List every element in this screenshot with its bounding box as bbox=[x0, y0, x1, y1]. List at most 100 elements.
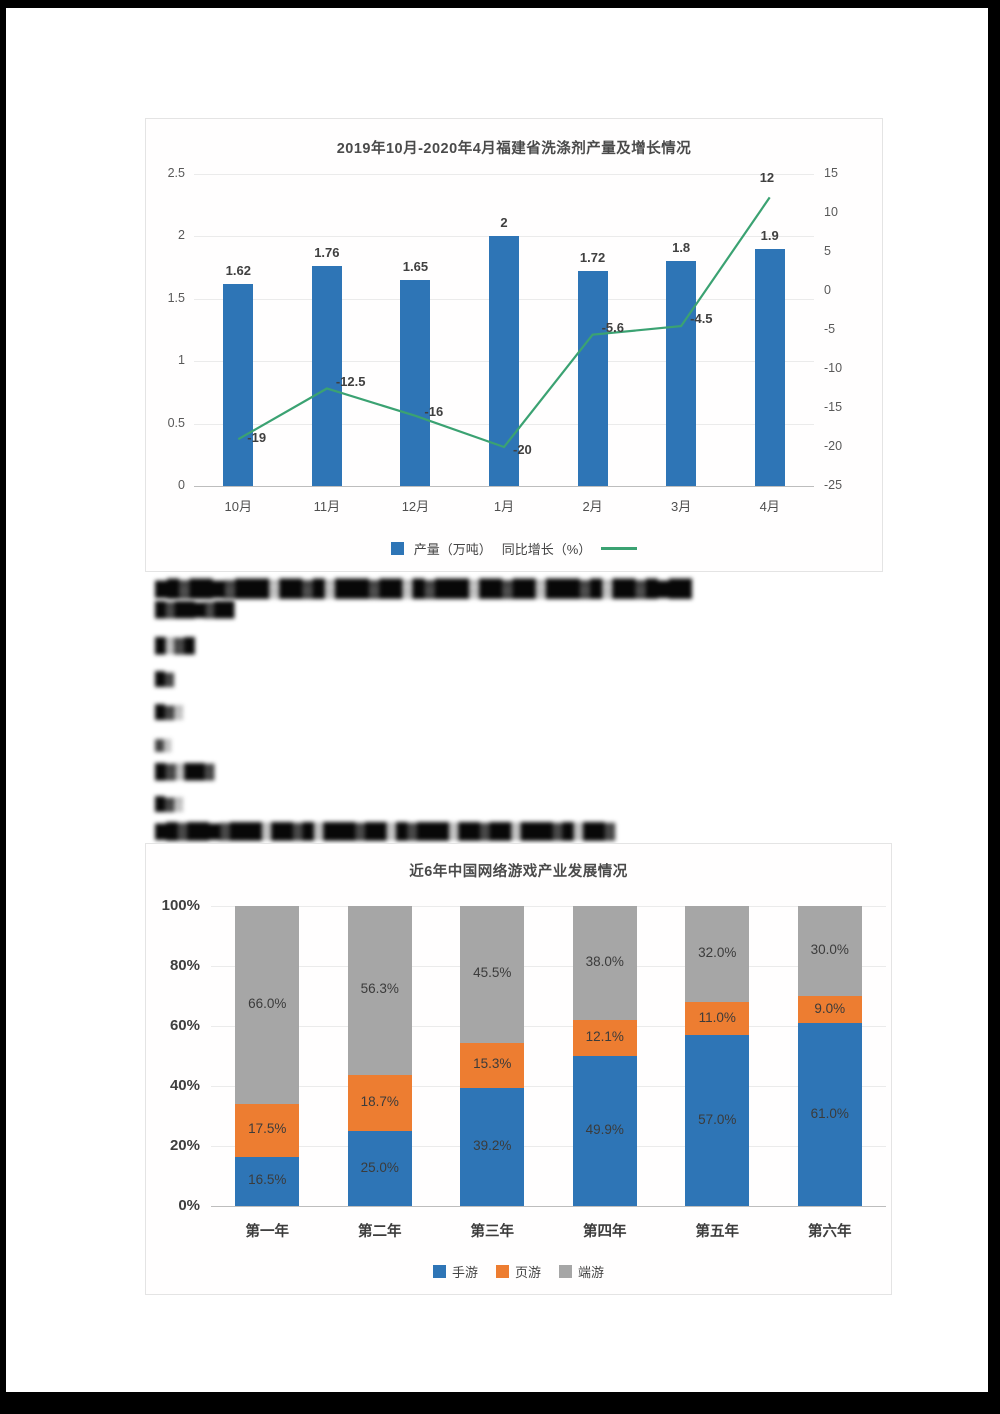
stack-segment-mobile-games bbox=[572, 1056, 637, 1206]
x-axis-label: 4月 bbox=[759, 499, 780, 514]
plot-area: 100% 80% 60% 40% 20% 0% 16.5% 17.5% 66.0% 第一年 25.0… bbox=[146, 844, 891, 1294]
line-point-label: -5.6 bbox=[601, 319, 624, 335]
bar-value-label: 1.72 bbox=[579, 250, 606, 266]
left-axis-tick-label: 0.5 bbox=[167, 415, 185, 430]
right-axis-tick-label: -5 bbox=[824, 322, 836, 336]
stack-segment-client-games bbox=[235, 906, 300, 1104]
left-axis-tick-label: 2 bbox=[178, 228, 185, 243]
line-point-label: -4.5 bbox=[690, 311, 713, 327]
stack-segment-client-games bbox=[797, 906, 862, 996]
production-bar bbox=[400, 280, 431, 486]
gridline bbox=[211, 966, 886, 967]
redacted-text-line: ▇█▓██▇▓███▒██▓█▒███▓██▒█▓███▒██▓██▒███▓█… bbox=[155, 823, 615, 840]
x-axis-label: 1月 bbox=[493, 499, 515, 514]
legend-item-web-games: 页游 bbox=[495, 1262, 541, 1281]
x-axis-label: 12月 bbox=[401, 499, 430, 514]
chart-title: 2019年10月-2020年4月福建省洗涤剂产量及增长情况 bbox=[336, 141, 692, 157]
bar-value-label: 1.76 bbox=[314, 245, 340, 261]
legend-swatch-web-games bbox=[495, 1265, 509, 1278]
bar-value-label: 1.9 bbox=[760, 227, 779, 243]
x-axis-label: 11月 bbox=[313, 499, 341, 514]
right-axis-tick-label: 0 bbox=[824, 283, 831, 297]
bar-value-label: 1.62 bbox=[225, 262, 251, 278]
x-axis-label: 第三年 bbox=[470, 1224, 515, 1240]
x-axis-line bbox=[211, 1206, 886, 1207]
stack-segment-web-games bbox=[685, 1002, 750, 1035]
detergent-production-chart: 2019年10月-2020年4月福建省洗涤剂产量及增长情况 2.5 2 1.5 1 0.… bbox=[145, 118, 883, 572]
segment-value-label: 66.0% bbox=[248, 996, 287, 1011]
stack-segment-web-games bbox=[797, 996, 862, 1023]
stack-segment-client-games bbox=[572, 906, 637, 1020]
segment-value-label: 17.5% bbox=[248, 1121, 287, 1137]
production-bar bbox=[754, 248, 785, 486]
x-axis-label: 10月 bbox=[224, 499, 253, 514]
segment-value-label: 49.9% bbox=[585, 1122, 624, 1138]
x-axis-label: 第一年 bbox=[245, 1224, 290, 1240]
scan-border-bottom bbox=[0, 1392, 1000, 1414]
gridline bbox=[194, 174, 814, 175]
online-games-industry-chart: 近6年中国网络游戏产业发展情况 100% 80% 60% 40% 20% 0% 16.5% 1… bbox=[145, 843, 892, 1295]
segment-value-label: 56.3% bbox=[360, 981, 399, 997]
left-axis-tick-label: 2.5 bbox=[167, 166, 185, 180]
y-axis-tick-label: 40% bbox=[169, 1077, 200, 1094]
line-point-label: -19 bbox=[247, 430, 267, 446]
segment-value-label: 38.0% bbox=[585, 954, 624, 969]
legend-item-mobile-games: 手游 bbox=[432, 1262, 478, 1281]
segment-value-label: 30.0% bbox=[810, 942, 849, 957]
x-axis-label: 第二年 bbox=[358, 1224, 402, 1240]
legend-swatch-client-games bbox=[559, 1265, 572, 1278]
line-point-label: 12 bbox=[759, 170, 775, 186]
redacted-text-line: █▓▒ bbox=[155, 796, 183, 812]
stack-segment-mobile-games bbox=[460, 1088, 525, 1206]
segment-value-label: 11.0% bbox=[698, 1009, 736, 1025]
segment-value-label: 32.0% bbox=[698, 945, 737, 960]
segment-value-label: 16.5% bbox=[248, 1172, 287, 1188]
legend-swatch-mobile-games bbox=[432, 1265, 446, 1278]
scan-border-left bbox=[0, 0, 6, 1414]
production-bar bbox=[666, 261, 697, 486]
x-axis-label: 第四年 bbox=[583, 1224, 627, 1240]
line-point-label: -20 bbox=[513, 442, 532, 457]
y-axis-tick-label: 100% bbox=[161, 897, 200, 914]
redacted-text-line: ▓▒ bbox=[155, 738, 171, 752]
right-axis-tick-label: 5 bbox=[824, 244, 831, 258]
legend-label-client-games: 端游 bbox=[578, 1265, 605, 1280]
left-axis-tick-label: 0 bbox=[178, 478, 185, 492]
legend-line-swatch-growth bbox=[601, 547, 638, 550]
y-axis-tick-label: 20% bbox=[169, 1137, 200, 1154]
y-axis-tick-label: 0% bbox=[178, 1197, 200, 1214]
segment-value-label: 18.7% bbox=[360, 1093, 399, 1109]
segment-value-label: 12.1% bbox=[585, 1029, 624, 1045]
right-axis-tick-label: -25 bbox=[824, 478, 843, 492]
stack-segment-web-games bbox=[235, 1104, 300, 1157]
chart-legend: 产量（万吨） 同比增长（%） bbox=[146, 539, 882, 558]
stack-segment-client-games bbox=[460, 906, 525, 1043]
stack-segment-client-games bbox=[347, 906, 412, 1075]
legend-swatch-production bbox=[390, 542, 404, 555]
production-bar bbox=[577, 271, 608, 486]
redacted-text-line: █▓▒ bbox=[155, 704, 183, 720]
segment-value-label: 39.2% bbox=[473, 1138, 512, 1154]
line-point-label: -16 bbox=[424, 403, 444, 419]
scan-border-top bbox=[0, 0, 1000, 8]
x-axis-line bbox=[194, 486, 814, 487]
production-bar bbox=[223, 283, 254, 486]
plot-area: 2.5 2 1.5 1 0.5 0 15 10 5 0 -5 -10 -15 -20 -25 1.62 10月 1… bbox=[146, 119, 882, 571]
right-axis-tick-label: 10 bbox=[824, 205, 838, 219]
segment-value-label: 45.5% bbox=[473, 965, 512, 981]
segment-value-label: 61.0% bbox=[810, 1105, 849, 1121]
gridline bbox=[211, 1026, 886, 1027]
segment-value-label: 15.3% bbox=[473, 1056, 512, 1072]
y-axis-tick-label: 80% bbox=[169, 957, 200, 974]
gridline bbox=[211, 1086, 886, 1087]
bar-value-label: 1.8 bbox=[672, 240, 691, 256]
scan-border-right bbox=[988, 0, 1000, 1414]
legend-label-production: 产量（万吨） bbox=[413, 542, 492, 557]
segment-value-label: 9.0% bbox=[814, 1000, 846, 1016]
redacted-text-line: █▓▒██▓ bbox=[155, 763, 214, 780]
gridline bbox=[211, 906, 886, 907]
right-axis-tick-label: -20 bbox=[824, 439, 843, 453]
bar-value-label: 2 bbox=[500, 215, 508, 231]
chart-title: 近6年中国网络游戏产业发展情况 bbox=[409, 864, 628, 880]
